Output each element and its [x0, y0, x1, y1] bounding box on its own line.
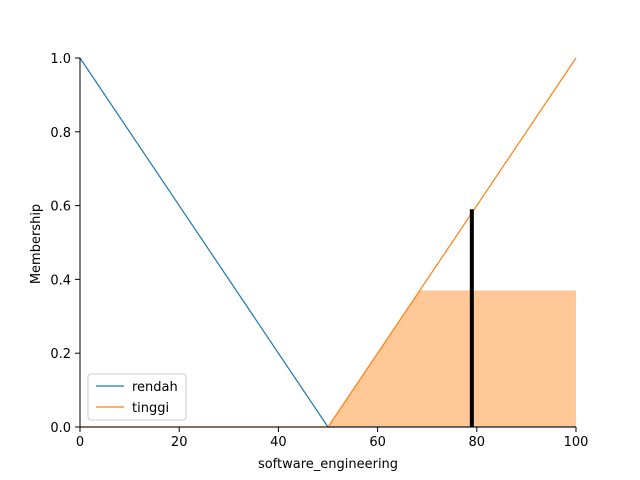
y-axis-ticks: 0.0 0.2 0.4 0.6 0.8 1.0	[50, 52, 80, 436]
x-tick-label: 60	[369, 435, 386, 450]
y-axis-label: Membership	[29, 204, 44, 284]
axes	[79, 58, 576, 428]
legend: rendah tinggi	[87, 373, 187, 421]
y-tick-label: 0.0	[50, 421, 71, 436]
y-tick-label: 0.6	[50, 200, 71, 215]
legend-label-rendah: rendah	[132, 380, 178, 395]
x-tick-label: 20	[171, 435, 188, 450]
y-tick-label: 0.4	[50, 273, 71, 288]
y-tick-label: 0.8	[50, 126, 71, 141]
x-axis-ticks: 0 20 40 60 80 100	[76, 427, 589, 450]
x-tick-label: 80	[469, 435, 486, 450]
y-tick-label: 1.0	[50, 52, 71, 67]
legend-label-tinggi: tinggi	[132, 401, 169, 416]
x-tick-label: 0	[76, 435, 84, 450]
x-axis-label: software_engineering	[258, 457, 398, 472]
plot-area	[79, 57, 577, 428]
y-tick-label: 0.2	[50, 347, 71, 362]
activation-area	[328, 290, 576, 427]
x-tick-label: 100	[564, 435, 589, 450]
x-tick-label: 40	[270, 435, 287, 450]
